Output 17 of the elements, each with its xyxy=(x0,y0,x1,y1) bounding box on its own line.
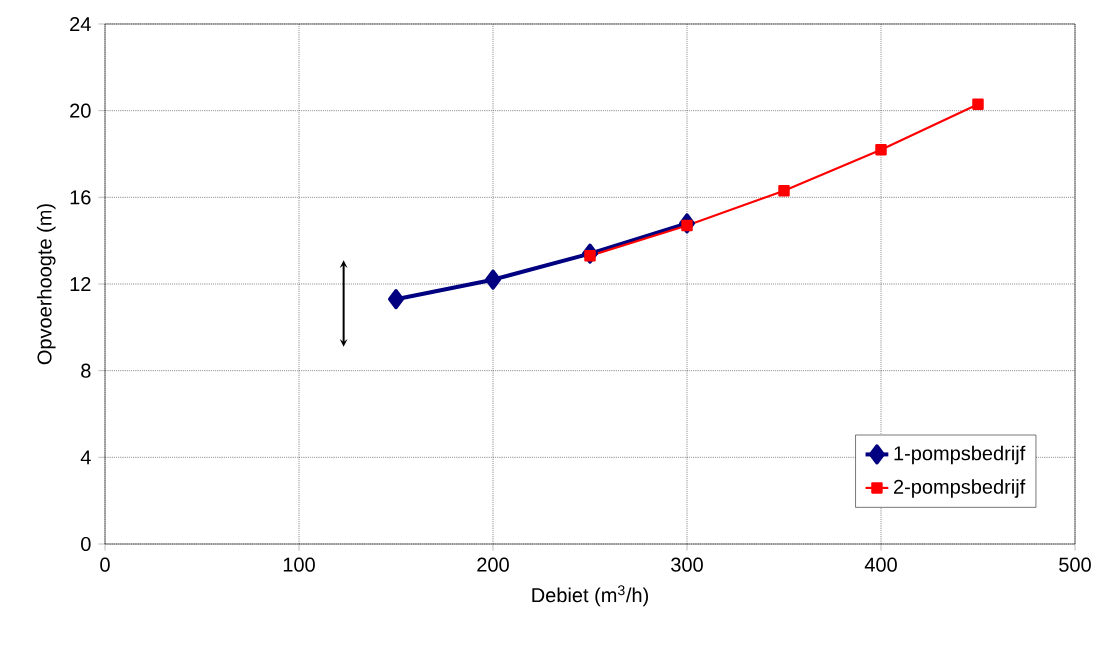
y-tick-label: 8 xyxy=(81,363,91,378)
y-axis-title: Opvoerhoogte (m) xyxy=(36,204,56,365)
x-tick-label: 0 xyxy=(100,557,110,572)
y-tick-label: 16 xyxy=(70,190,91,205)
x-tick-label: 200 xyxy=(477,557,509,572)
y-tick-label: 20 xyxy=(70,103,91,118)
legend-label: 1-pompsbedrijf xyxy=(894,445,1026,465)
legend-label: 2-pompsbedrijf xyxy=(893,479,1026,498)
y-tick-label: 0 xyxy=(81,536,91,552)
x-tick-label: 300 xyxy=(671,557,703,572)
y-tick-label: 24 xyxy=(70,17,91,31)
x-tick-label: 400 xyxy=(864,557,897,572)
y-tick-label: 4 xyxy=(80,450,91,465)
x-tick-label: 500 xyxy=(1059,557,1091,572)
x-tick-label: 100 xyxy=(283,557,315,572)
y-tick-label: 12 xyxy=(70,277,91,291)
x-axis-title: Debiet (m$^{3}$/h) xyxy=(532,585,648,607)
